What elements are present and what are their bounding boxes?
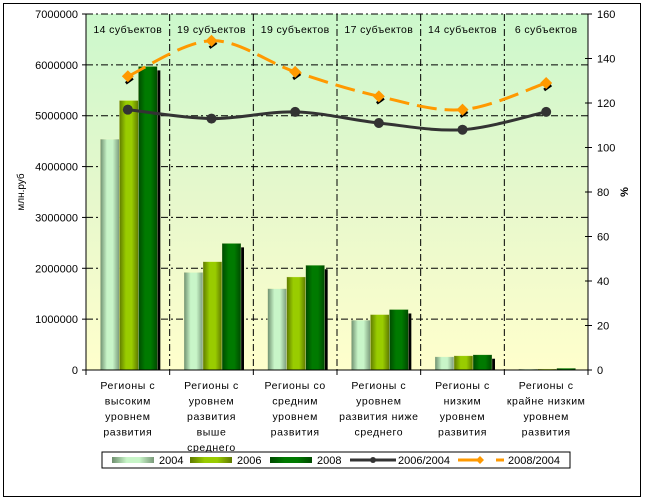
y-axis-labels: 0 1000000 2000000 3000000 4000000 5000000 6000… bbox=[35, 9, 78, 377]
legend-label: 2006/2004 bbox=[398, 455, 450, 467]
point-2008-2004 bbox=[372, 90, 385, 103]
subject-count-label: 14 субъектов bbox=[428, 24, 497, 36]
y2-tick-label: 140 bbox=[597, 54, 615, 66]
subject-count-label: 19 субъектов bbox=[177, 24, 246, 36]
marker-shadow bbox=[543, 83, 553, 92]
bar-2004-5 bbox=[434, 356, 455, 371]
bars bbox=[100, 66, 576, 371]
x-tick-label: Регионы со средним уровнем развития bbox=[264, 380, 325, 439]
y-tick-label: 6000000 bbox=[35, 60, 78, 72]
x-tick-label: Регионы с крайне низким уровнем развития bbox=[507, 380, 586, 439]
x-tick-label: Регионы с высоким уровнем развития bbox=[100, 380, 155, 439]
x-axis-labels: Регионы с высоким уровнем развития Регионы с… bbox=[100, 380, 586, 454]
legend-swatch-2004 bbox=[112, 457, 154, 463]
legend-swatch-2006 bbox=[190, 457, 232, 463]
legend-label: 2008/2004 bbox=[508, 455, 560, 467]
y-tick-label: 4000000 bbox=[35, 162, 78, 174]
y-tick-label: 3000000 bbox=[35, 212, 78, 224]
x-tick-label: Регионы с уровнем развития выше среднего bbox=[184, 380, 239, 454]
point-2006-2004 bbox=[206, 113, 217, 124]
subject-count-label: 17 субъектов bbox=[344, 24, 413, 36]
legend-marker bbox=[476, 456, 484, 464]
legend: 2004 2006 2008 2006/2004 2008/2004 bbox=[101, 451, 571, 469]
y2-tick-label: 0 bbox=[597, 365, 603, 377]
legend-marker bbox=[370, 457, 376, 463]
subject-count-label: 19 субъектов bbox=[261, 24, 330, 36]
lines bbox=[121, 34, 553, 135]
y-tick-label: 5000000 bbox=[35, 111, 78, 123]
axes bbox=[82, 13, 592, 375]
y2-tick-label: 100 bbox=[597, 143, 615, 155]
bar-2006-5 bbox=[453, 355, 474, 371]
subject-count-label: 6 субъектов bbox=[515, 24, 578, 36]
x-tick-label: Регионы с уровнем развития ниже среднего bbox=[339, 380, 418, 439]
point-2008-2004 bbox=[289, 65, 302, 78]
bar-2004-3 bbox=[267, 288, 287, 371]
y2-tick-label: 160 bbox=[597, 9, 615, 21]
bar-2006-2 bbox=[202, 261, 223, 371]
bar-2004-1 bbox=[100, 138, 120, 371]
bar-2008-3 bbox=[305, 264, 325, 371]
bar-2004-4 bbox=[351, 319, 371, 371]
bar-2006-3 bbox=[286, 276, 306, 371]
y2-tick-label: 40 bbox=[597, 276, 609, 288]
line-2006-2004 bbox=[127, 108, 547, 132]
point-2006-2004 bbox=[541, 106, 552, 117]
point-2006-2004 bbox=[457, 124, 468, 135]
annotations: 14 субъектов 19 субъектов 19 субъектов 17 с… bbox=[93, 24, 577, 36]
legend-label: 2004 bbox=[159, 455, 183, 467]
point-2008-2004 bbox=[540, 76, 553, 89]
legend-swatch-2008 bbox=[270, 457, 312, 463]
point-2008-2004 bbox=[205, 34, 218, 47]
y-tick-label: 0 bbox=[72, 365, 78, 377]
point-2006-2004 bbox=[122, 104, 133, 115]
y2-axis-title: % bbox=[619, 187, 631, 197]
marker-shadow bbox=[292, 72, 302, 81]
legend-label: 2006 bbox=[237, 455, 261, 467]
y-axis-title: млн.руб bbox=[15, 173, 27, 211]
bar-2004-2 bbox=[183, 272, 204, 371]
x-tick-label: Регионы с низким уровнем развития bbox=[435, 380, 490, 439]
y2-tick-label: 20 bbox=[597, 321, 609, 333]
legend-label: 2008 bbox=[317, 455, 341, 467]
y2-axis-labels: 0 20 40 60 80 100 120 140 160 bbox=[597, 9, 615, 377]
line-2008-2004 bbox=[127, 39, 547, 112]
bar-2006-4 bbox=[370, 314, 390, 371]
bar-2006-1 bbox=[119, 100, 139, 371]
y2-tick-label: 80 bbox=[597, 187, 609, 199]
y2-tick-label: 120 bbox=[597, 98, 615, 110]
bar-2008-4 bbox=[389, 309, 409, 371]
bar-2008-5 bbox=[472, 354, 493, 371]
subject-count-label: 14 субъектов bbox=[93, 24, 162, 36]
y-tick-label: 1000000 bbox=[35, 314, 78, 326]
y-tick-label: 7000000 bbox=[35, 9, 78, 21]
point-2006-2004 bbox=[290, 106, 301, 117]
y-tick-label: 2000000 bbox=[35, 263, 78, 275]
point-2008-2004 bbox=[121, 70, 134, 83]
bar-2008-2 bbox=[221, 243, 242, 371]
point-2006-2004 bbox=[373, 118, 384, 129]
y2-tick-label: 60 bbox=[597, 232, 609, 244]
point-2008-2004 bbox=[456, 103, 469, 116]
